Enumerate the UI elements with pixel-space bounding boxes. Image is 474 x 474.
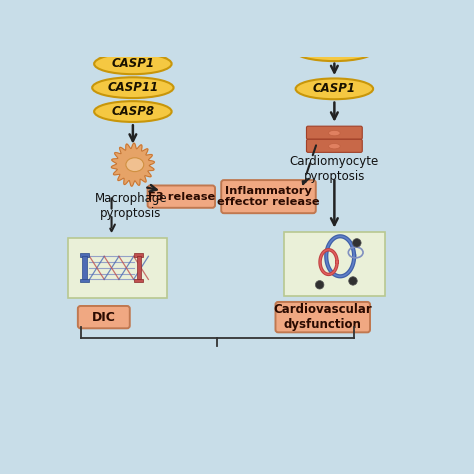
FancyBboxPatch shape [147, 185, 215, 208]
FancyBboxPatch shape [137, 256, 141, 279]
FancyBboxPatch shape [275, 302, 370, 332]
FancyBboxPatch shape [80, 253, 89, 257]
Ellipse shape [328, 130, 340, 136]
FancyBboxPatch shape [86, 35, 179, 50]
Text: Macrophage
pyroptosis: Macrophage pyroptosis [95, 191, 167, 219]
Text: DIC: DIC [92, 310, 116, 324]
FancyBboxPatch shape [288, 35, 381, 50]
Text: CASP11: CASP11 [107, 81, 158, 94]
Text: Inflammatory
effector release: Inflammatory effector release [217, 186, 320, 208]
FancyBboxPatch shape [307, 126, 362, 139]
Ellipse shape [94, 54, 172, 74]
Ellipse shape [349, 277, 357, 285]
FancyBboxPatch shape [284, 232, 385, 296]
FancyBboxPatch shape [68, 238, 167, 298]
Text: Cardiovascular
dysfunction: Cardiovascular dysfunction [273, 303, 372, 331]
FancyBboxPatch shape [80, 279, 89, 283]
Text: CASP1: CASP1 [313, 82, 356, 95]
Ellipse shape [294, 39, 375, 61]
FancyBboxPatch shape [221, 180, 316, 213]
Ellipse shape [126, 158, 144, 172]
Ellipse shape [315, 281, 324, 289]
Polygon shape [111, 143, 155, 186]
FancyBboxPatch shape [82, 256, 87, 279]
Text: CASP8: CASP8 [111, 105, 155, 118]
Ellipse shape [94, 101, 172, 122]
Ellipse shape [92, 77, 173, 98]
Ellipse shape [353, 238, 361, 247]
Text: F3 release: F3 release [148, 191, 215, 201]
Ellipse shape [296, 78, 373, 99]
Ellipse shape [92, 39, 173, 61]
FancyBboxPatch shape [307, 139, 362, 152]
FancyBboxPatch shape [78, 306, 130, 328]
FancyBboxPatch shape [135, 253, 143, 257]
FancyBboxPatch shape [135, 279, 143, 283]
Text: CASP1: CASP1 [111, 57, 155, 70]
Text: Cardiomyocyte
pyroptosis: Cardiomyocyte pyroptosis [290, 155, 379, 183]
Ellipse shape [328, 144, 340, 149]
